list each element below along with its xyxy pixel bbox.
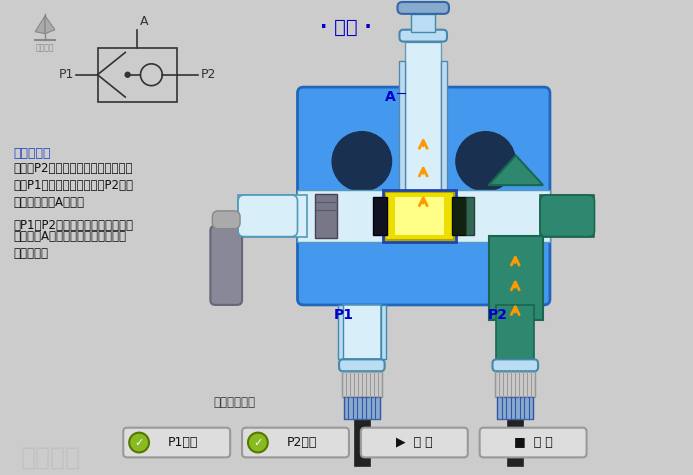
Polygon shape — [489, 155, 543, 185]
Text: 机工教育: 机工教育 — [21, 446, 81, 469]
Text: ■  复 位: ■ 复 位 — [514, 436, 552, 449]
FancyBboxPatch shape — [398, 2, 449, 14]
Text: 自动关闭。: 自动关闭。 — [13, 247, 49, 259]
Text: A: A — [385, 90, 396, 104]
Text: P2: P2 — [200, 68, 216, 81]
Bar — [385, 192, 454, 239]
Bar — [405, 42, 441, 234]
Polygon shape — [45, 16, 55, 34]
Polygon shape — [35, 16, 45, 34]
Bar — [466, 197, 474, 235]
Bar — [343, 305, 380, 360]
Bar — [399, 61, 405, 234]
Circle shape — [248, 433, 267, 452]
Bar — [344, 397, 380, 419]
Text: 通路P1被关闭，于是气体从P2进入: 通路P1被关闭，于是气体从P2进入 — [13, 179, 133, 192]
Bar — [495, 371, 535, 397]
Bar — [452, 197, 466, 235]
Circle shape — [332, 132, 392, 191]
FancyBboxPatch shape — [399, 30, 447, 42]
Text: 当P1、P2同时进气时，哪端气体的: 当P1、P2同时进气时，哪端气体的 — [13, 219, 133, 232]
Text: P1: P1 — [334, 308, 354, 322]
Text: ▶  播 放: ▶ 播 放 — [396, 436, 432, 449]
FancyBboxPatch shape — [238, 195, 297, 237]
Circle shape — [129, 433, 149, 452]
Text: 达岸教育: 达岸教育 — [36, 44, 54, 53]
FancyBboxPatch shape — [212, 211, 240, 228]
Bar — [297, 190, 550, 242]
Circle shape — [456, 132, 516, 191]
Bar — [498, 397, 533, 419]
Bar — [489, 236, 543, 320]
Text: ✓: ✓ — [253, 437, 263, 447]
Circle shape — [125, 72, 130, 77]
Bar — [98, 48, 177, 102]
Text: P1进气: P1进气 — [168, 436, 198, 449]
FancyBboxPatch shape — [480, 428, 586, 457]
Bar — [383, 190, 456, 242]
Text: 当通道P2进气时，将阀芯推向左边，: 当通道P2进气时，将阀芯推向左边， — [13, 162, 133, 175]
Text: P2进气: P2进气 — [286, 436, 317, 449]
Bar — [412, 14, 435, 32]
Bar — [441, 61, 447, 234]
FancyBboxPatch shape — [123, 428, 230, 457]
Bar — [380, 305, 385, 360]
Text: P1: P1 — [58, 68, 73, 81]
Bar — [342, 371, 382, 397]
Bar — [373, 197, 387, 235]
Bar — [238, 195, 308, 237]
Text: A: A — [140, 15, 148, 28]
Text: 阀芯向左移动: 阀芯向左移动 — [213, 396, 255, 409]
FancyBboxPatch shape — [540, 195, 595, 237]
Text: ✓: ✓ — [134, 437, 143, 447]
Bar — [496, 305, 534, 360]
Text: 阀体，从通道A流出。: 阀体，从通道A流出。 — [13, 196, 85, 209]
FancyBboxPatch shape — [297, 87, 550, 305]
Bar — [394, 197, 444, 235]
Bar — [315, 194, 337, 238]
FancyBboxPatch shape — [361, 428, 468, 457]
Text: 压力高，A就与哪端相通，另一端就: 压力高，A就与哪端相通，另一端就 — [13, 230, 126, 243]
FancyBboxPatch shape — [211, 226, 242, 305]
Bar — [338, 305, 343, 360]
FancyBboxPatch shape — [242, 428, 349, 457]
Text: 功能说明：: 功能说明： — [13, 146, 51, 160]
FancyBboxPatch shape — [493, 360, 538, 371]
Bar — [540, 195, 595, 237]
FancyBboxPatch shape — [339, 360, 385, 371]
Text: · 梭阀 ·: · 梭阀 · — [320, 18, 372, 37]
Text: P2: P2 — [488, 308, 507, 322]
